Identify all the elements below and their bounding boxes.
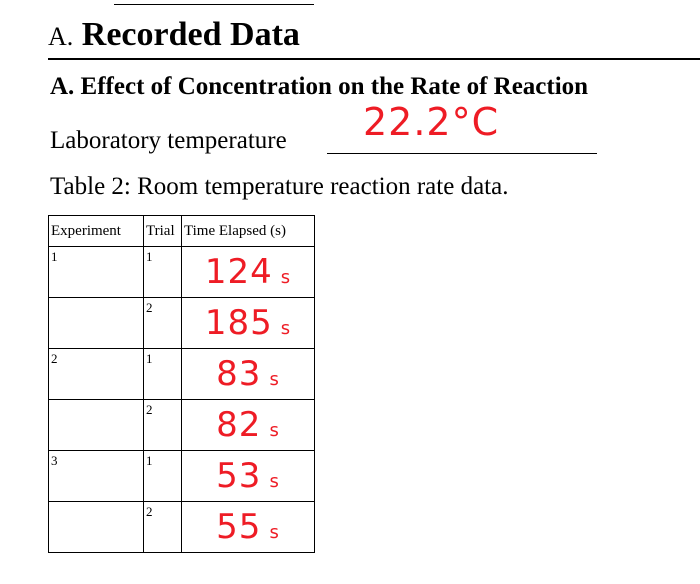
table-caption: Table 2: Room temperature reaction rate … xyxy=(50,173,509,200)
top-divider xyxy=(114,4,314,5)
lab-temperature-blank-line xyxy=(327,153,597,154)
table-body: 1 1 124 s 2 185 s 2 1 83 s 2 82 s 3 1 53 s 2 55 s xyxy=(48,246,315,553)
table-row: 2 1 83 s xyxy=(48,348,315,400)
cell-trial: 2 xyxy=(143,399,182,451)
time-unit: s xyxy=(269,522,280,543)
time-unit: s xyxy=(269,369,280,390)
cell-time-elapsed: 53 s xyxy=(181,450,315,502)
cell-trial: 1 xyxy=(143,348,182,400)
table-row: 3 1 53 s xyxy=(48,450,315,502)
lab-temperature-label: Laboratory temperature xyxy=(50,127,287,154)
subsection-title: A. Effect of Concentration on the Rate o… xyxy=(50,73,589,100)
cell-trial: 1 xyxy=(143,450,182,502)
cell-time-elapsed: 82 s xyxy=(181,399,315,451)
time-value: 124 xyxy=(204,252,273,292)
title-underline xyxy=(48,58,700,60)
cell-experiment: 1 xyxy=(48,246,144,298)
section-prefix: A. xyxy=(48,22,74,51)
table-row: 2 82 s xyxy=(48,399,315,451)
cell-experiment xyxy=(48,501,144,553)
time-value: 83 xyxy=(216,354,262,394)
cell-experiment xyxy=(48,297,144,349)
section-title: A. Recorded Data xyxy=(48,16,300,56)
time-value: 82 xyxy=(216,405,262,445)
table-row: 1 1 124 s xyxy=(48,246,315,298)
header-trial: Trial xyxy=(143,215,182,247)
time-unit: s xyxy=(269,471,280,492)
section-name: Recorded Data xyxy=(81,16,300,53)
cell-experiment: 3 xyxy=(48,450,144,502)
time-value: 55 xyxy=(216,507,262,547)
cell-time-elapsed: 55 s xyxy=(181,501,315,553)
time-unit: s xyxy=(269,420,280,441)
time-value: 53 xyxy=(216,456,262,496)
time-value: 185 xyxy=(204,303,273,343)
reaction-rate-table: Experiment Trial Time Elapsed (s) 1 1 124 s… xyxy=(48,215,315,553)
cell-experiment: 2 xyxy=(48,348,144,400)
time-unit: s xyxy=(280,267,292,288)
cell-trial: 2 xyxy=(143,297,182,349)
header-experiment: Experiment xyxy=(48,215,144,247)
cell-time-elapsed: 185 s xyxy=(181,297,315,349)
table-row: 2 55 s xyxy=(48,501,315,553)
table-header-row: Experiment Trial Time Elapsed (s) xyxy=(48,215,315,247)
cell-time-elapsed: 83 s xyxy=(181,348,315,400)
cell-trial: 2 xyxy=(143,501,182,553)
cell-trial: 1 xyxy=(143,246,182,298)
time-unit: s xyxy=(280,318,292,339)
header-time-elapsed: Time Elapsed (s) xyxy=(181,215,315,247)
lab-temperature-value: 22.2°C xyxy=(363,100,500,144)
cell-experiment xyxy=(48,399,144,451)
table-row: 2 185 s xyxy=(48,297,315,349)
cell-time-elapsed: 124 s xyxy=(181,246,315,298)
